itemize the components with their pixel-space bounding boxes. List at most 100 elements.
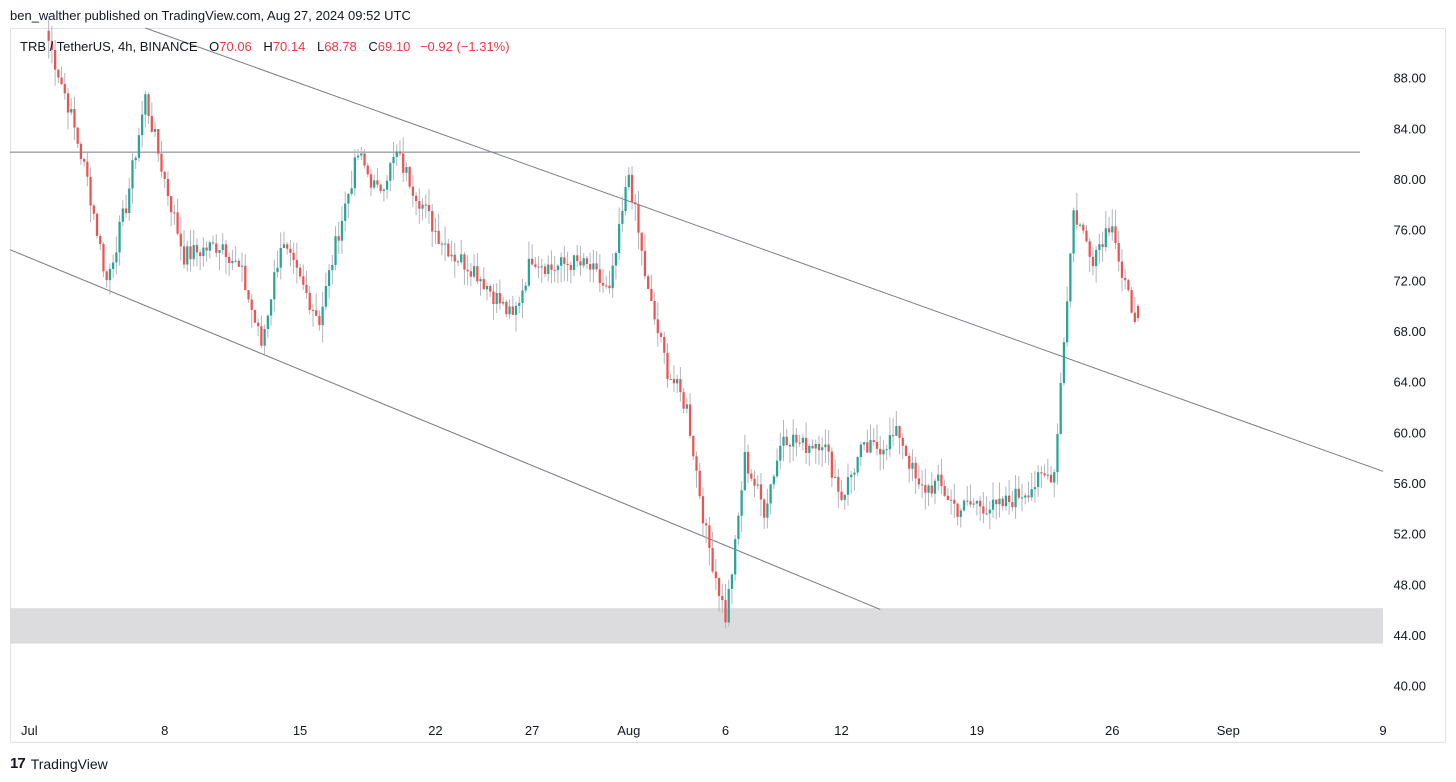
candle-body xyxy=(982,506,985,514)
candle xyxy=(659,331,663,343)
candle xyxy=(801,433,804,451)
candle xyxy=(569,261,572,284)
candle-body xyxy=(99,236,102,245)
candle xyxy=(895,410,898,437)
candle-body xyxy=(727,588,730,623)
candle xyxy=(804,422,808,464)
candle xyxy=(76,127,79,149)
tradingview-brand[interactable]: 17 TradingView xyxy=(10,755,108,772)
candle-body xyxy=(763,499,766,518)
candle xyxy=(937,465,940,491)
candle-body xyxy=(569,264,572,271)
candle xyxy=(211,235,215,246)
candle xyxy=(856,455,859,477)
price-axis: 88.00 84.00 80.00 76.00 72.00 68.00 64.00 60.00… xyxy=(1393,71,1426,694)
candle-body xyxy=(1008,495,1011,503)
candle xyxy=(315,293,318,316)
candle-body xyxy=(469,271,473,277)
candle xyxy=(492,283,495,320)
candle xyxy=(682,387,685,414)
candle-body xyxy=(592,263,595,270)
candle-body xyxy=(495,293,498,304)
candle xyxy=(476,253,479,285)
candle-body xyxy=(1020,497,1024,499)
candle xyxy=(369,169,373,197)
candle-body xyxy=(985,513,988,515)
candle xyxy=(827,430,830,466)
candle xyxy=(70,98,73,116)
candle xyxy=(244,254,247,291)
candle-body xyxy=(956,503,959,517)
candle-body xyxy=(482,279,485,290)
candle xyxy=(711,531,714,574)
candle xyxy=(663,331,666,364)
candle xyxy=(817,435,821,465)
candle-body xyxy=(118,221,121,253)
candle-body xyxy=(511,306,514,315)
candle xyxy=(666,343,669,388)
candle xyxy=(1066,286,1069,348)
candle-body xyxy=(443,243,447,245)
candle xyxy=(653,292,656,325)
candle xyxy=(959,507,962,528)
candle xyxy=(924,468,927,510)
candle xyxy=(724,583,727,629)
candle xyxy=(975,500,979,516)
candle xyxy=(179,216,182,261)
time-tick-label: 8 xyxy=(161,723,168,738)
candle-body xyxy=(995,499,998,505)
candle xyxy=(83,158,86,167)
candle-body xyxy=(527,258,531,286)
candle-body xyxy=(150,115,153,132)
candle-body xyxy=(208,242,211,251)
candle-body xyxy=(501,301,505,304)
candle xyxy=(705,518,708,543)
candle-body xyxy=(1014,488,1017,508)
candle-body xyxy=(195,245,199,253)
candle xyxy=(750,469,753,482)
candle-body xyxy=(585,258,589,265)
candle xyxy=(572,254,576,277)
candle xyxy=(943,479,946,498)
candle-body xyxy=(1124,277,1127,281)
candle-body xyxy=(279,247,282,268)
candle xyxy=(737,512,740,545)
candle xyxy=(753,470,756,498)
candle-body xyxy=(1133,312,1136,323)
candle-body xyxy=(1033,487,1037,490)
candle xyxy=(966,486,969,506)
candle-body xyxy=(978,500,982,507)
candle xyxy=(308,286,311,315)
candle-body xyxy=(634,202,637,205)
candle xyxy=(150,102,153,133)
candle xyxy=(814,439,817,464)
candle-body xyxy=(1104,228,1107,248)
candle-body xyxy=(479,279,482,282)
candle-body xyxy=(228,256,231,264)
candle-body xyxy=(244,265,247,291)
candle-body xyxy=(846,477,850,495)
candle xyxy=(846,463,850,506)
candle-body xyxy=(940,474,943,487)
candle xyxy=(53,39,57,86)
candle xyxy=(882,440,885,470)
candle-body xyxy=(450,254,453,257)
candle-body xyxy=(888,435,892,450)
candle-body xyxy=(170,196,173,213)
time-tick-label: 15 xyxy=(293,723,307,738)
candle xyxy=(908,452,911,483)
candle-body xyxy=(618,223,621,253)
candle-body xyxy=(418,201,421,209)
candle-body xyxy=(521,290,524,303)
candle xyxy=(521,278,524,319)
candle-body xyxy=(376,180,379,185)
candle-body xyxy=(163,171,166,180)
candle xyxy=(969,484,972,508)
candle-body xyxy=(337,236,340,241)
candle xyxy=(743,434,746,491)
candle-body xyxy=(311,309,315,311)
candle xyxy=(772,473,775,489)
candle-body xyxy=(647,276,650,289)
candle xyxy=(756,475,759,489)
